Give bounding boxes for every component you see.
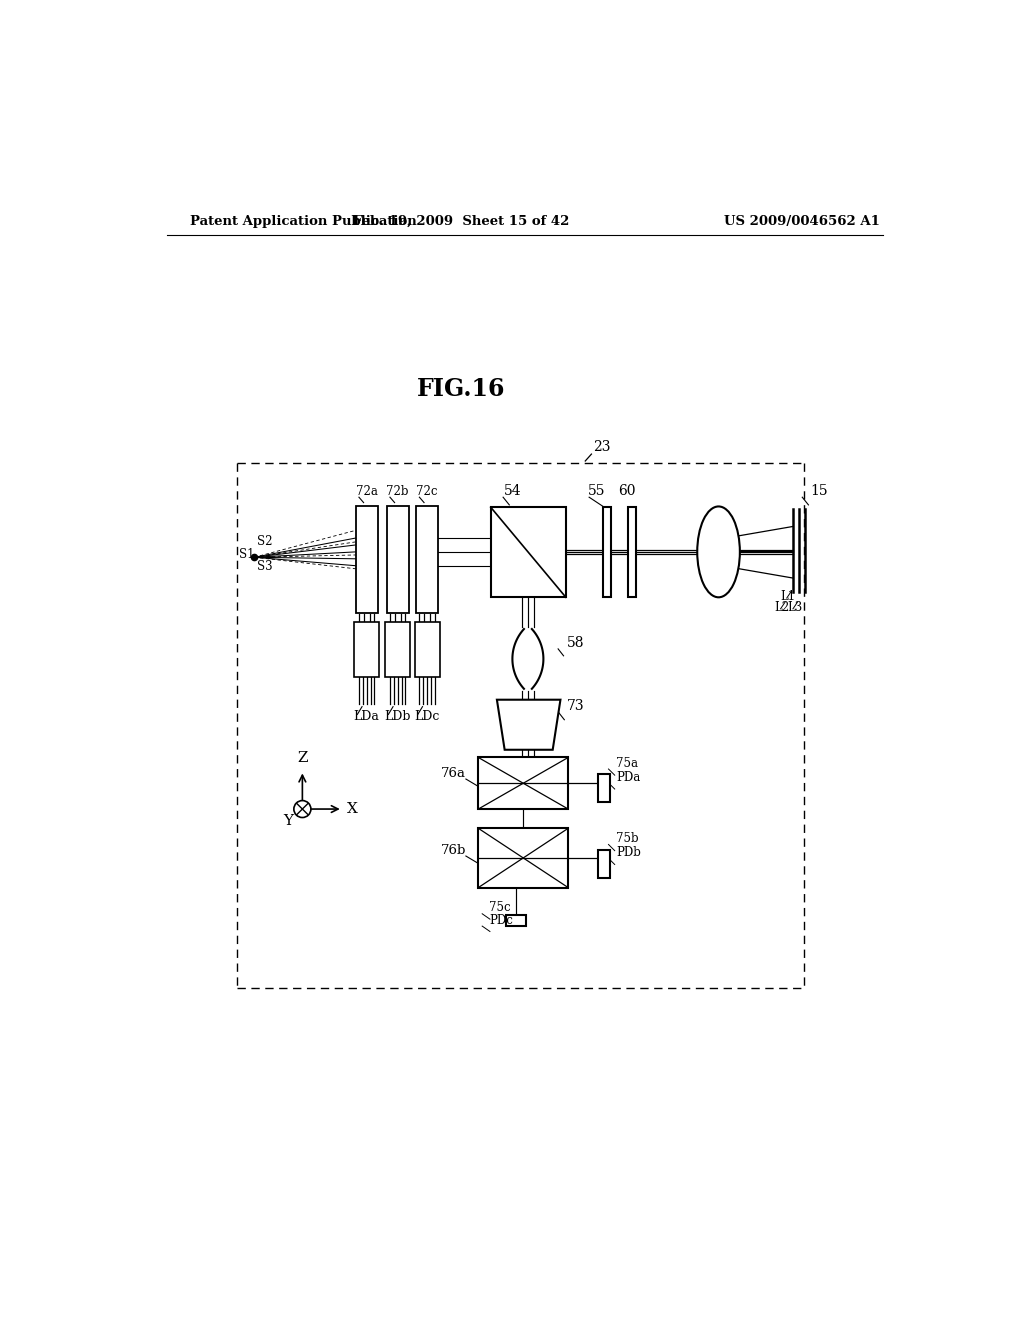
- Bar: [417, 507, 438, 612]
- Text: 54: 54: [504, 484, 521, 498]
- Circle shape: [294, 800, 311, 817]
- Text: 60: 60: [618, 484, 636, 498]
- Bar: [598, 850, 610, 878]
- Text: 75c: 75c: [489, 902, 511, 915]
- Bar: [354, 622, 379, 677]
- Text: Feb. 19, 2009  Sheet 15 of 42: Feb. 19, 2009 Sheet 15 of 42: [353, 215, 569, 228]
- Text: 75a: 75a: [616, 756, 638, 770]
- Text: LDa: LDa: [353, 710, 380, 723]
- Text: 72c: 72c: [417, 484, 438, 498]
- Text: L2: L2: [774, 601, 790, 614]
- Text: PDb: PDb: [616, 846, 641, 859]
- Text: L1: L1: [780, 590, 796, 603]
- Text: 72b: 72b: [386, 484, 409, 498]
- Polygon shape: [497, 700, 560, 750]
- Bar: [598, 775, 610, 803]
- Bar: [387, 507, 409, 612]
- Bar: [628, 507, 636, 598]
- Text: L3: L3: [786, 601, 802, 614]
- Text: FIG.16: FIG.16: [417, 378, 506, 401]
- Text: LDb: LDb: [384, 710, 411, 723]
- Bar: [356, 507, 378, 612]
- Text: 73: 73: [566, 700, 585, 714]
- Text: 23: 23: [593, 440, 610, 454]
- Text: S3: S3: [257, 560, 273, 573]
- Text: PDa: PDa: [616, 771, 640, 784]
- Text: 76b: 76b: [440, 843, 466, 857]
- Text: Y: Y: [284, 814, 294, 829]
- Text: 75b: 75b: [616, 832, 639, 845]
- Text: X: X: [347, 803, 358, 816]
- Bar: [385, 622, 410, 677]
- Bar: [490, 507, 566, 598]
- Text: S1: S1: [239, 548, 254, 561]
- Text: PDc: PDc: [489, 913, 513, 927]
- Text: Patent Application Publication: Patent Application Publication: [190, 215, 417, 228]
- Bar: [478, 829, 568, 887]
- Bar: [603, 507, 611, 598]
- Text: 76a: 76a: [441, 767, 466, 780]
- Text: US 2009/0046562 A1: US 2009/0046562 A1: [724, 215, 881, 228]
- Bar: [506, 915, 526, 927]
- Text: 55: 55: [588, 484, 605, 498]
- Ellipse shape: [697, 507, 740, 598]
- Text: S2: S2: [257, 535, 273, 548]
- Text: 58: 58: [566, 636, 584, 649]
- Text: 72a: 72a: [355, 484, 378, 498]
- Bar: [478, 758, 568, 809]
- Bar: [415, 622, 439, 677]
- Text: LDc: LDc: [415, 710, 440, 723]
- Text: Z: Z: [297, 751, 307, 766]
- Text: 15: 15: [810, 484, 827, 498]
